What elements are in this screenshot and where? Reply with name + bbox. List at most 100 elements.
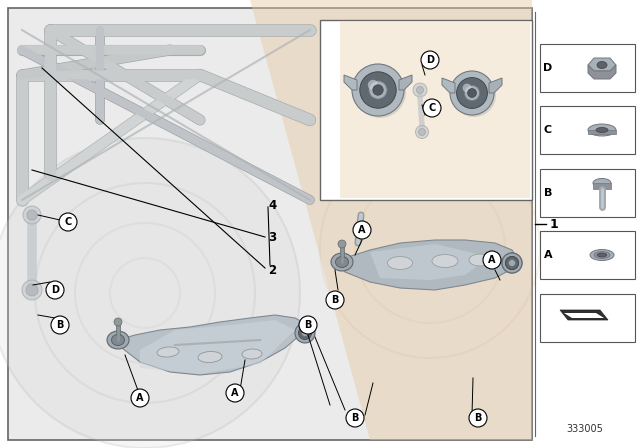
Text: 4: 4 bbox=[268, 198, 276, 211]
Polygon shape bbox=[344, 75, 357, 90]
Bar bbox=[8, 8, 532, 440]
Bar bbox=[540, 106, 635, 154]
Polygon shape bbox=[442, 78, 455, 93]
Polygon shape bbox=[560, 310, 608, 320]
Ellipse shape bbox=[354, 66, 406, 118]
Text: B: B bbox=[544, 188, 552, 198]
Ellipse shape bbox=[352, 64, 404, 116]
Circle shape bbox=[27, 210, 37, 220]
Ellipse shape bbox=[331, 253, 353, 271]
Ellipse shape bbox=[597, 61, 607, 69]
Text: D: D bbox=[543, 63, 552, 73]
Circle shape bbox=[22, 280, 42, 300]
Text: D: D bbox=[426, 55, 434, 65]
Polygon shape bbox=[588, 65, 616, 79]
Ellipse shape bbox=[432, 254, 458, 267]
Ellipse shape bbox=[301, 329, 308, 336]
Circle shape bbox=[483, 251, 501, 269]
Text: 3: 3 bbox=[268, 231, 276, 244]
Ellipse shape bbox=[415, 125, 429, 138]
Text: A: A bbox=[544, 250, 552, 260]
Circle shape bbox=[131, 389, 149, 407]
Ellipse shape bbox=[157, 347, 179, 357]
Circle shape bbox=[372, 85, 383, 95]
Ellipse shape bbox=[502, 253, 522, 273]
Ellipse shape bbox=[417, 86, 424, 94]
Text: A: A bbox=[488, 255, 496, 265]
Polygon shape bbox=[140, 320, 295, 374]
Text: B: B bbox=[304, 320, 312, 330]
Ellipse shape bbox=[588, 124, 616, 136]
Ellipse shape bbox=[456, 78, 488, 108]
Bar bbox=[540, 44, 635, 92]
Ellipse shape bbox=[506, 257, 518, 270]
Circle shape bbox=[26, 284, 38, 296]
Text: 2: 2 bbox=[268, 263, 276, 276]
Text: C: C bbox=[544, 125, 552, 135]
Circle shape bbox=[423, 99, 441, 117]
Bar bbox=[540, 231, 635, 279]
Ellipse shape bbox=[369, 81, 387, 99]
Ellipse shape bbox=[593, 178, 611, 188]
Ellipse shape bbox=[598, 253, 607, 257]
Ellipse shape bbox=[463, 84, 472, 92]
Text: A: A bbox=[231, 388, 239, 398]
Polygon shape bbox=[370, 244, 490, 280]
Polygon shape bbox=[489, 78, 502, 93]
Ellipse shape bbox=[198, 352, 222, 362]
Ellipse shape bbox=[509, 259, 515, 267]
Circle shape bbox=[23, 206, 41, 224]
Bar bbox=[320, 20, 532, 200]
Text: 333005: 333005 bbox=[566, 424, 604, 434]
Ellipse shape bbox=[502, 253, 522, 273]
Ellipse shape bbox=[419, 129, 426, 135]
Circle shape bbox=[0, 138, 300, 448]
Ellipse shape bbox=[107, 331, 129, 349]
Bar bbox=[540, 294, 635, 342]
Polygon shape bbox=[588, 58, 616, 71]
Circle shape bbox=[468, 89, 476, 97]
Text: C: C bbox=[65, 217, 72, 227]
Text: A: A bbox=[358, 225, 365, 235]
Ellipse shape bbox=[469, 254, 491, 266]
Ellipse shape bbox=[413, 83, 427, 97]
Circle shape bbox=[469, 409, 487, 427]
Ellipse shape bbox=[464, 85, 480, 101]
Polygon shape bbox=[564, 313, 604, 318]
Polygon shape bbox=[250, 0, 532, 440]
Circle shape bbox=[226, 384, 244, 402]
Text: B: B bbox=[351, 413, 358, 423]
Polygon shape bbox=[399, 75, 412, 90]
Circle shape bbox=[59, 213, 77, 231]
Ellipse shape bbox=[368, 80, 378, 90]
Bar bbox=[540, 169, 635, 217]
Ellipse shape bbox=[360, 72, 396, 108]
Circle shape bbox=[346, 409, 364, 427]
Ellipse shape bbox=[452, 73, 496, 117]
Ellipse shape bbox=[590, 250, 614, 260]
Circle shape bbox=[421, 51, 439, 69]
Circle shape bbox=[353, 221, 371, 239]
Text: A: A bbox=[136, 393, 144, 403]
Ellipse shape bbox=[298, 327, 312, 340]
Polygon shape bbox=[340, 240, 518, 290]
Circle shape bbox=[114, 318, 122, 326]
Ellipse shape bbox=[111, 335, 125, 345]
Text: 1: 1 bbox=[550, 217, 559, 231]
Text: D: D bbox=[51, 285, 59, 295]
Ellipse shape bbox=[509, 259, 515, 267]
Circle shape bbox=[338, 240, 346, 248]
Ellipse shape bbox=[450, 71, 494, 115]
Text: B: B bbox=[474, 413, 482, 423]
Circle shape bbox=[326, 291, 344, 309]
Bar bbox=[340, 22, 530, 198]
Ellipse shape bbox=[335, 257, 349, 267]
Polygon shape bbox=[118, 315, 308, 375]
Circle shape bbox=[46, 281, 64, 299]
Ellipse shape bbox=[387, 257, 413, 270]
Ellipse shape bbox=[594, 251, 610, 258]
Ellipse shape bbox=[506, 257, 518, 270]
Ellipse shape bbox=[242, 349, 262, 359]
Circle shape bbox=[51, 316, 69, 334]
Polygon shape bbox=[588, 130, 616, 134]
